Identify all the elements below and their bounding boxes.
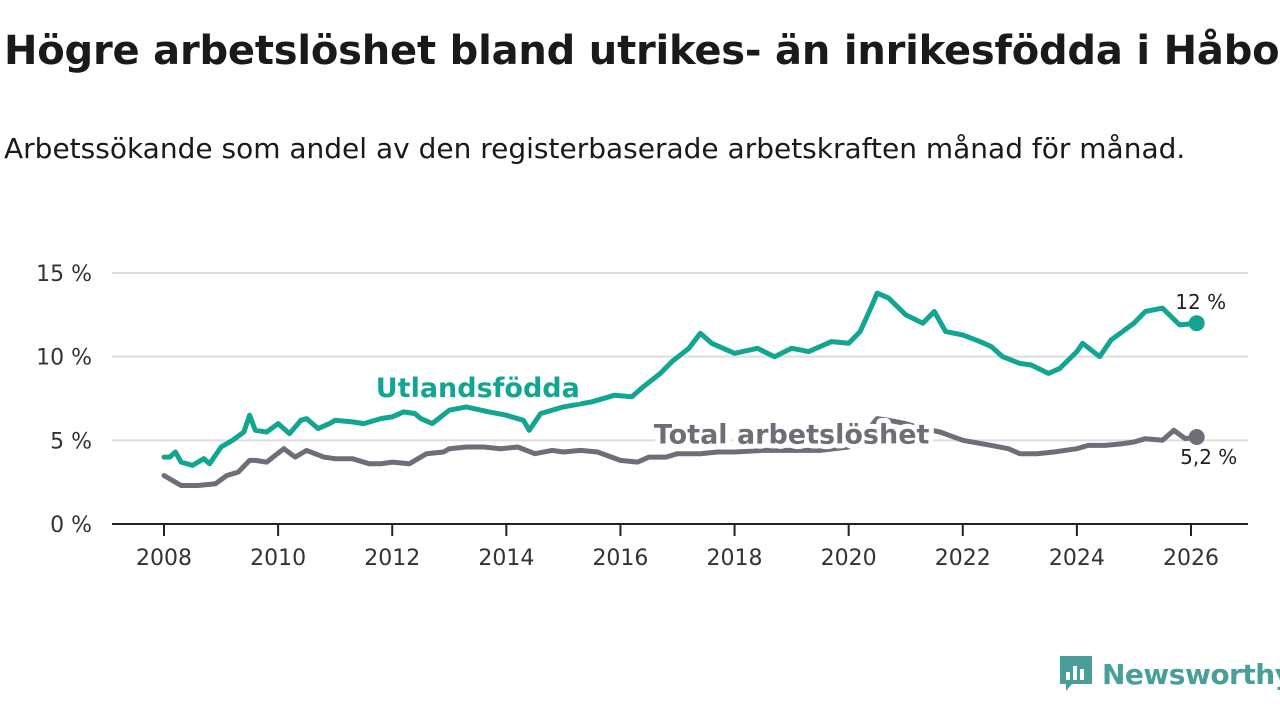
x-tick-label: 2020 bbox=[821, 546, 877, 571]
newsworthy-logo: Newsworthy bbox=[1058, 654, 1280, 694]
y-tick-label: 5 % bbox=[50, 429, 92, 454]
series-annotation-label: Utlandsfödda bbox=[376, 373, 580, 404]
chart-subtitle: Arbetssökande som andel av den registerb… bbox=[4, 132, 1186, 165]
chart-title: Högre arbetslöshet bland utrikes- än inr… bbox=[4, 28, 1280, 74]
series-end-point bbox=[1188, 428, 1205, 445]
y-tick-label: 10 % bbox=[36, 346, 92, 371]
series-lines bbox=[161, 290, 1205, 488]
x-tick-label: 2012 bbox=[364, 546, 420, 571]
end-value-label: 12 % bbox=[1175, 290, 1226, 314]
x-tick-label: 2014 bbox=[478, 546, 534, 571]
x-tick-label: 2024 bbox=[1049, 546, 1105, 571]
end-value-label: 5,2 % bbox=[1180, 445, 1237, 469]
y-tick-label: 0 % bbox=[50, 513, 92, 538]
x-tick-label: 2026 bbox=[1163, 546, 1219, 571]
series-annotation-label: Total arbetslöshet bbox=[654, 420, 930, 451]
x-tick-label: 2008 bbox=[136, 546, 192, 571]
series-end-point bbox=[1188, 315, 1205, 332]
x-tick-label: 2022 bbox=[935, 546, 991, 571]
brand-name: Newsworthy bbox=[1102, 657, 1280, 691]
axes: 0 % 5 % 10 % 15 % 2008 2010 2012 2014 2016 2018 20… bbox=[36, 262, 1248, 571]
bar-chart-speech-icon bbox=[1060, 656, 1092, 691]
x-tick-label: 2018 bbox=[707, 546, 763, 571]
series-line bbox=[161, 416, 1200, 488]
x-tick-label: 2016 bbox=[592, 546, 648, 571]
series-line bbox=[161, 290, 1200, 468]
series-labels: 12 % 5,2 % Utlandsfödda Total arbetslöshet bbox=[371, 290, 1238, 469]
x-tick-label: 2010 bbox=[250, 546, 306, 571]
y-tick-label: 15 % bbox=[36, 262, 92, 287]
